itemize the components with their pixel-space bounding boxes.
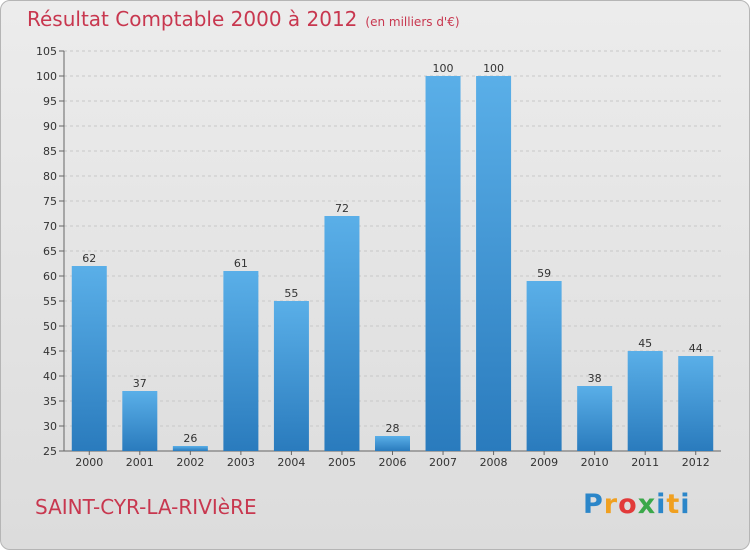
x-tick-label: 2006	[379, 456, 407, 469]
bar	[71, 266, 107, 451]
y-tick-label: 90	[43, 120, 57, 133]
x-tick-label: 2008	[480, 456, 508, 469]
data-label: 100	[483, 62, 504, 75]
bar	[172, 446, 208, 451]
logo-letter: i	[656, 489, 667, 520]
x-tick-label: 2003	[227, 456, 255, 469]
y-tick-label: 95	[43, 95, 57, 108]
bar	[476, 76, 512, 451]
y-tick-label: 100	[36, 70, 57, 83]
data-label: 62	[82, 252, 96, 265]
data-label: 45	[638, 337, 652, 350]
y-tick-label: 80	[43, 170, 57, 183]
data-label: 72	[335, 202, 349, 215]
x-tick-label: 2002	[176, 456, 204, 469]
data-label: 28	[386, 422, 400, 435]
y-tick-label: 50	[43, 320, 57, 333]
commune-name: SAINT-CYR-LA-RIVIèRE	[35, 495, 257, 519]
bar	[122, 391, 158, 451]
chart-unit: (en milliers d'€)	[365, 15, 460, 29]
logo-letter: x	[637, 489, 657, 520]
y-tick-label: 65	[43, 245, 57, 258]
bar	[375, 436, 410, 451]
data-label: 44	[689, 342, 703, 355]
bar	[425, 76, 461, 451]
y-tick-label: 40	[43, 370, 57, 383]
y-tick-label: 45	[43, 345, 57, 358]
chart-title: Résultat Comptable 2000 à 2012 (en millie…	[27, 7, 460, 31]
logo-letter: t	[666, 489, 681, 520]
data-label: 100	[433, 62, 454, 75]
y-tick-label: 55	[43, 295, 57, 308]
y-tick-label: 35	[43, 395, 57, 408]
x-tick-label: 2005	[328, 456, 356, 469]
logo-letter: P	[583, 489, 604, 520]
logo-letter: o	[618, 489, 638, 520]
bar	[526, 281, 562, 451]
y-tick-label: 60	[43, 270, 57, 283]
bar	[627, 351, 663, 451]
data-label: 37	[133, 377, 147, 390]
y-tick-label: 105	[36, 45, 57, 58]
chart-title-text: Résultat Comptable 2000 à 2012	[27, 7, 358, 31]
logo-letter: i	[680, 489, 691, 520]
data-label: 61	[234, 257, 248, 270]
proxiti-logo[interactable]: Proxiti	[583, 489, 691, 520]
x-tick-label: 2001	[126, 456, 154, 469]
logo-letter: r	[603, 489, 619, 520]
y-tick-label: 30	[43, 420, 57, 433]
bar	[577, 386, 613, 451]
x-tick-label: 2000	[75, 456, 103, 469]
y-tick-label: 25	[43, 445, 57, 458]
data-label: 55	[284, 287, 298, 300]
data-label: 38	[588, 372, 602, 385]
x-tick-label: 2004	[277, 456, 305, 469]
bar	[324, 216, 360, 451]
bar	[678, 356, 714, 451]
x-tick-label: 2009	[530, 456, 558, 469]
x-tick-label: 2010	[581, 456, 609, 469]
y-tick-label: 70	[43, 220, 57, 233]
x-tick-label: 2007	[429, 456, 457, 469]
x-tick-label: 2012	[682, 456, 710, 469]
y-tick-label: 75	[43, 195, 57, 208]
bar	[273, 301, 309, 451]
bar	[223, 271, 259, 451]
data-label: 26	[183, 432, 197, 445]
data-label: 59	[537, 267, 551, 280]
x-tick-label: 2011	[631, 456, 659, 469]
y-tick-label: 85	[43, 145, 57, 158]
